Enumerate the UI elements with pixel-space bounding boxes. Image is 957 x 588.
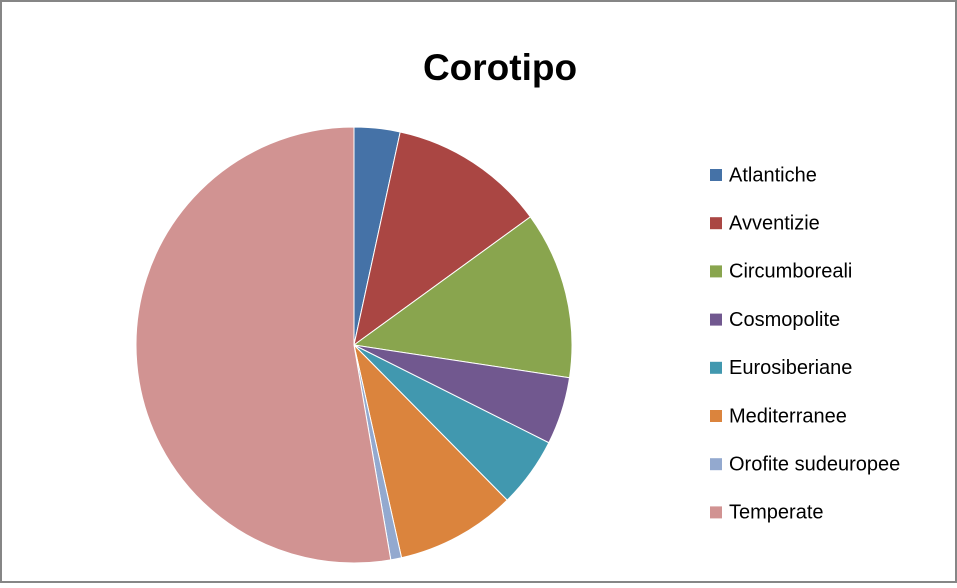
chart-title: Corotipo — [423, 47, 577, 88]
legend-swatch — [710, 217, 722, 230]
pie-slice — [353, 343, 508, 559]
legend-label: Temperate — [729, 502, 824, 524]
pie-slice — [352, 216, 573, 379]
legend-swatch — [710, 361, 722, 374]
legend-swatch — [710, 169, 722, 181]
legend-label: Eurosiberiane — [729, 357, 852, 379]
legend-label: Orofite sudeuropee — [729, 453, 900, 475]
legend-label: Avventizie — [729, 212, 820, 234]
legend-swatch — [710, 313, 722, 326]
pie-slice — [353, 131, 532, 347]
legend-label: Cosmopolite — [729, 309, 840, 331]
legend-swatch — [710, 506, 722, 519]
legend-swatch — [710, 265, 722, 278]
legend-label: Atlantiche — [729, 164, 817, 186]
legend-label: Circumboreali — [729, 261, 852, 283]
legend-swatch — [710, 458, 722, 471]
legend-swatch — [710, 410, 722, 422]
legend-label: Mediterranee — [729, 405, 847, 427]
pie-slice — [135, 126, 392, 564]
